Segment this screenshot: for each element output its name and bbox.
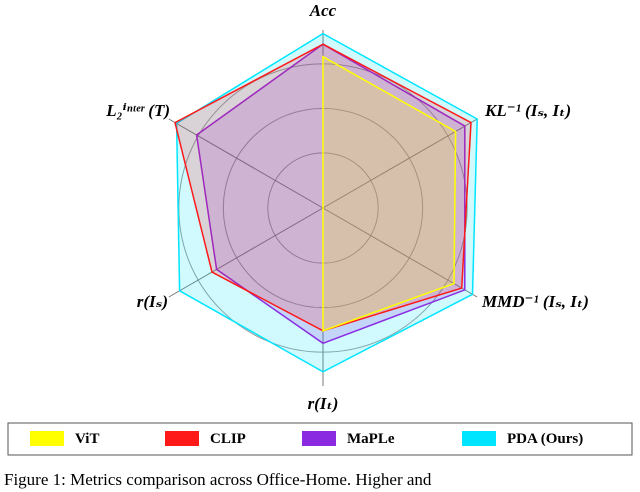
axis-spoke bbox=[322, 118, 478, 209]
legend-label: PDA (Ours) bbox=[507, 431, 583, 447]
axis-label: KL⁻¹ (Iₛ, Iₜ) bbox=[484, 101, 571, 120]
plot-area bbox=[168, 30, 478, 386]
axis-label: MMD⁻¹ (Iₛ, Iₜ) bbox=[481, 292, 589, 311]
legend-label: ViT bbox=[75, 431, 99, 447]
legend-swatch bbox=[462, 431, 496, 446]
legend-label: MaPLe bbox=[347, 431, 395, 447]
axis-spoke bbox=[168, 207, 324, 298]
axis-label: L₂ⁱⁿᵗᵉʳ (T) bbox=[105, 101, 170, 120]
legend-swatch bbox=[302, 431, 336, 446]
legend-swatch bbox=[165, 431, 199, 446]
legend-swatch bbox=[30, 431, 64, 446]
axis-label: Acc bbox=[309, 1, 337, 20]
series-area bbox=[175, 32, 478, 373]
axis-label: r(Iₛ) bbox=[137, 292, 168, 311]
legend-label: CLIP bbox=[210, 431, 246, 447]
series-area bbox=[322, 55, 457, 332]
axis-spoke bbox=[322, 207, 478, 298]
caption: Figure 1: Metrics comparison across Offi… bbox=[4, 470, 432, 489]
axis-spoke bbox=[168, 118, 324, 209]
series-area bbox=[195, 43, 466, 345]
axis-label: r(Iₜ) bbox=[308, 394, 339, 413]
